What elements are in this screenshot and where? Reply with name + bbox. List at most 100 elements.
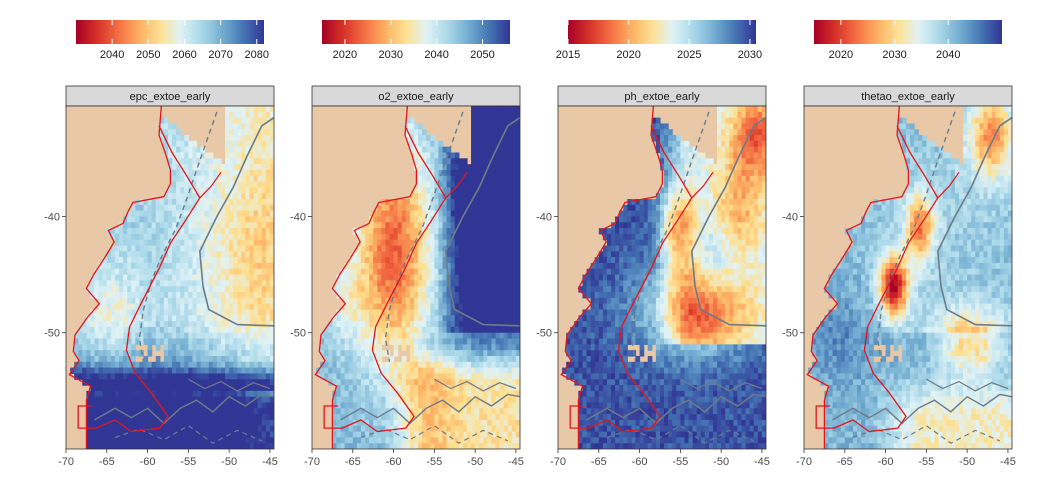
eez-boundary (323, 125, 447, 433)
x-tick-label: -60 (632, 456, 648, 468)
colorbar-tick-label: 2060 (172, 49, 196, 61)
colorbar-tick-label: 2030 (882, 49, 906, 61)
panel-3: 2015 2020 2025 2030 ph_extoe_early -70 -65 -60 -… (536, 20, 770, 468)
ridge-contour-north (188, 378, 271, 392)
colorbar-tick-label: 2080 (245, 49, 269, 61)
toe-cells (562, 106, 766, 449)
x-tick-label: -70 (550, 456, 566, 468)
ridge-contour-north (680, 378, 763, 392)
toe-cells (808, 106, 1012, 449)
x-tick-label: -45 (262, 456, 278, 468)
ridge-contour-dashed (606, 424, 755, 444)
y-tick-label: -50 (44, 328, 60, 340)
colorbar-tick-label: 2070 (208, 49, 232, 61)
isobath-contour (630, 111, 710, 362)
eez-boundary-north (445, 171, 468, 199)
panel-border (803, 105, 1013, 450)
ridge-contour (832, 393, 1012, 425)
isobath-contour (876, 111, 956, 362)
colorbar-3: 2015 2020 2025 2030 (556, 20, 762, 61)
y-tick-label: -40 (536, 211, 552, 223)
colorbar-tick-label: 2050 (470, 49, 494, 61)
colorbar-tick-label: 2015 (556, 49, 580, 61)
x-tick-label: -70 (304, 456, 320, 468)
panel-border (311, 105, 521, 450)
eez-boundary-north (937, 171, 960, 199)
shelf-break-contour (198, 116, 274, 327)
colorbar-tick-label: 2025 (677, 49, 701, 61)
shelf-break-contour (690, 116, 766, 327)
y-tick-label: -50 (536, 328, 552, 340)
colorbar-tick-label: 2030 (738, 49, 762, 61)
panel-title: thetao_extoe_early (861, 91, 955, 103)
coastline-boundary (314, 106, 418, 449)
colorbar-gradient (814, 20, 1002, 44)
x-tick-label: -45 (1000, 456, 1016, 468)
colorbar-2: 2020 2030 2040 2050 (322, 20, 510, 61)
y-tick-label: -50 (782, 328, 798, 340)
panel-border (557, 105, 767, 450)
panel-1: 2040 2050 2060 2070 2080 epc_extoe_early -70 -6… (44, 20, 278, 468)
ridge-contour (94, 393, 274, 425)
x-tick-label: -60 (878, 456, 894, 468)
y-tick-label: -40 (290, 211, 306, 223)
map-area (558, 106, 766, 449)
ridge-contour-dashed (360, 424, 509, 444)
coastline-boundary (806, 106, 910, 449)
x-tick-label: -65 (591, 456, 607, 468)
isobath-contour (384, 111, 464, 362)
panel-title: o2_extoe_early (378, 91, 454, 103)
shelf-break-contour (936, 116, 1012, 327)
panel-title: ph_extoe_early (624, 91, 700, 103)
panel-4: 2020 2030 2040 thetao_extoe_early -70 -65 -60 -… (782, 20, 1016, 468)
ridge-contour (586, 393, 766, 425)
colorbar-tick-label: 2020 (829, 49, 853, 61)
x-tick-label: -70 (796, 456, 812, 468)
x-tick-label: -50 (713, 456, 729, 468)
y-tick-label: -40 (44, 211, 60, 223)
colorbar-gradient (322, 20, 510, 44)
map-area (66, 106, 274, 449)
ridge-contour-dashed (114, 424, 263, 444)
x-tick-label: -60 (140, 456, 156, 468)
colorbar-gradient (568, 20, 756, 44)
x-tick-label: -55 (426, 456, 442, 468)
colorbar-tick-label: 2030 (379, 49, 403, 61)
map-area (804, 106, 1012, 449)
eez-boundary-north (199, 171, 222, 199)
ridge-contour-north (434, 378, 517, 392)
map-area (312, 106, 520, 449)
colorbar-tick-label: 2050 (136, 49, 160, 61)
x-tick-label: -50 (221, 456, 237, 468)
x-tick-label: -45 (754, 456, 770, 468)
colorbar-tick-label: 2040 (936, 49, 960, 61)
x-tick-label: -55 (918, 456, 934, 468)
ridge-contour-dashed (852, 424, 1001, 444)
x-tick-label: -50 (959, 456, 975, 468)
panel-title: epc_extoe_early (130, 91, 211, 103)
x-tick-label: -70 (58, 456, 74, 468)
colorbar-1: 2040 2050 2060 2070 2080 (76, 20, 269, 61)
eez-boundary-north (691, 171, 714, 199)
x-tick-label: -65 (837, 456, 853, 468)
x-tick-label: -60 (386, 456, 402, 468)
panel-border (65, 105, 275, 450)
coastline-boundary (560, 106, 664, 449)
eez-boundary (77, 125, 201, 433)
x-tick-label: -55 (180, 456, 196, 468)
y-tick-label: -50 (290, 328, 306, 340)
colorbar-gradient (76, 20, 264, 44)
x-tick-label: -50 (467, 456, 483, 468)
ridge-contour-north (926, 378, 1009, 392)
panel-2: 2020 2030 2040 2050 o2_extoe_early -70 -65 -60 -… (290, 20, 524, 468)
ridge-contour (340, 393, 520, 425)
colorbar-4: 2020 2030 2040 (814, 20, 1002, 61)
shelf-break-contour (444, 116, 520, 327)
colorbar-tick-label: 2020 (616, 49, 640, 61)
eez-boundary (569, 125, 693, 433)
coastline-boundary (68, 106, 172, 449)
colorbar-tick-label: 2020 (333, 49, 357, 61)
x-tick-label: -65 (345, 456, 361, 468)
y-tick-label: -40 (782, 211, 798, 223)
